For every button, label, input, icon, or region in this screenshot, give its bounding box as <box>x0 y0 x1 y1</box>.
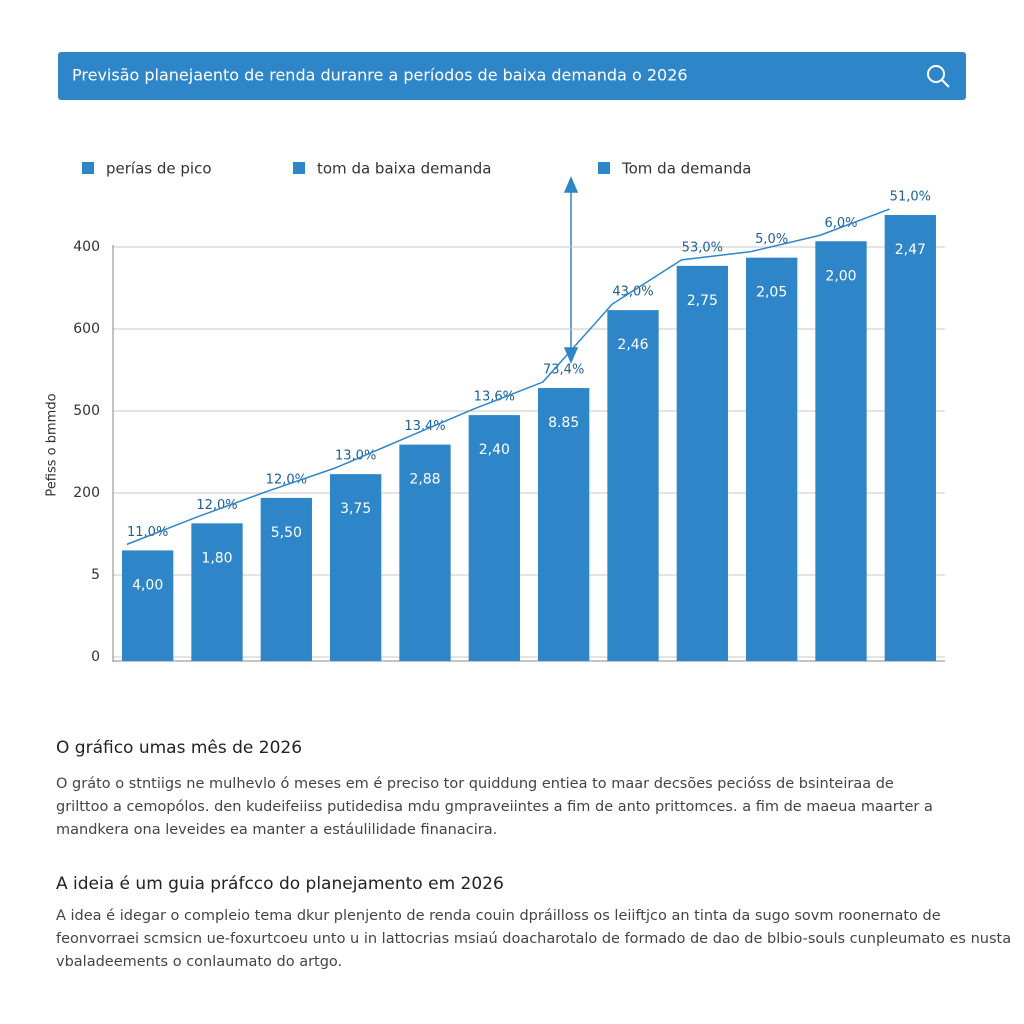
text-line: grilttoo a cemopólos. den kudeifeiiss pu… <box>56 799 933 815</box>
y-tick-label: 0 <box>91 649 100 665</box>
bar <box>815 241 867 661</box>
bar-label: 2,00 <box>825 268 856 284</box>
search-icon-handle[interactable] <box>941 79 950 88</box>
top-label: 13,6% <box>474 390 515 405</box>
section-text: A idea é idegar o compleio tema dkur ple… <box>56 905 1011 974</box>
bar <box>260 497 312 661</box>
bar-label: 2,46 <box>617 337 648 353</box>
bar <box>746 257 798 661</box>
y-tick-label: 500 <box>73 403 100 419</box>
bar-label: 1,80 <box>201 550 232 566</box>
legend-label: Tom da demanda <box>621 160 751 178</box>
y-tick-label: 200 <box>73 485 100 501</box>
search-icon[interactable] <box>927 65 945 83</box>
top-label: 13,4% <box>404 419 445 434</box>
bar <box>884 215 936 661</box>
top-label: 53,0% <box>682 240 723 255</box>
top-label: 12,0% <box>266 472 307 487</box>
header-bar <box>58 52 966 100</box>
top-label: 13,0% <box>335 449 376 464</box>
section-heading: A ideia é um guia práfcco do planejament… <box>56 874 504 894</box>
bar <box>330 474 382 661</box>
bar-label: 2,40 <box>479 442 510 458</box>
top-label: 12,0% <box>196 498 237 513</box>
bar-label: 2,47 <box>895 242 926 258</box>
trend-line <box>126 208 890 546</box>
bar-label: 4,00 <box>132 577 163 593</box>
text-line: feonvorraei scmsicn ue-foxurtcoeu unto u… <box>56 931 1012 947</box>
top-label: 73,4% <box>543 363 584 378</box>
top-label: 6,0% <box>824 216 857 231</box>
legend-label: tom da baixa demanda <box>317 160 491 178</box>
text-line: A idea é idegar o compleio tema dkur ple… <box>56 908 941 924</box>
top-label: 11,0% <box>127 525 168 540</box>
bar-label: 2,05 <box>756 285 787 301</box>
bar-label: 2,75 <box>687 293 718 309</box>
section-text: O gráto o stntiigs ne mulhevlo ó meses e… <box>56 773 933 842</box>
y-tick-label: 5 <box>91 567 100 583</box>
bar <box>468 415 520 661</box>
text-line: mandkera ona leveides ea manter a estául… <box>56 822 498 838</box>
legend-swatch <box>293 162 305 174</box>
y-tick-label: 600 <box>73 321 100 337</box>
legend-swatch <box>82 162 94 174</box>
top-label: 5,0% <box>755 232 788 247</box>
arrow <box>563 176 579 364</box>
bar-label: 8.85 <box>548 415 579 431</box>
bar <box>399 444 451 661</box>
top-label: 43,0% <box>612 285 653 300</box>
search-button[interactable] <box>927 65 950 88</box>
bar <box>122 550 174 661</box>
text-line: O gráto o stntiigs ne mulhevlo ó meses e… <box>56 776 894 792</box>
bar-label: 3,75 <box>340 501 371 517</box>
legend-swatch <box>598 162 610 174</box>
section-heading: O gráfico umas mês de 2026 <box>56 738 303 758</box>
y-axis-title: Pefiss o bmmdo <box>45 393 60 496</box>
bar <box>191 523 243 661</box>
arrow-head <box>563 347 579 364</box>
bar-label: 2,88 <box>409 472 440 488</box>
bar <box>538 388 590 661</box>
bar <box>607 310 659 661</box>
chart: Previsão planejaento de renda duranre a … <box>45 52 966 665</box>
legend-label: perías de pico <box>106 160 212 178</box>
bar <box>676 265 728 661</box>
header-title: Previsão planejaento de renda duranre a … <box>72 66 688 85</box>
arrow-head <box>563 176 579 193</box>
bar-label: 5,50 <box>271 525 302 541</box>
top-label: 51,0% <box>890 190 931 205</box>
text-line: vbaladeements o conlaumato do artgo. <box>56 954 343 970</box>
y-tick-label: 400 <box>73 239 100 255</box>
